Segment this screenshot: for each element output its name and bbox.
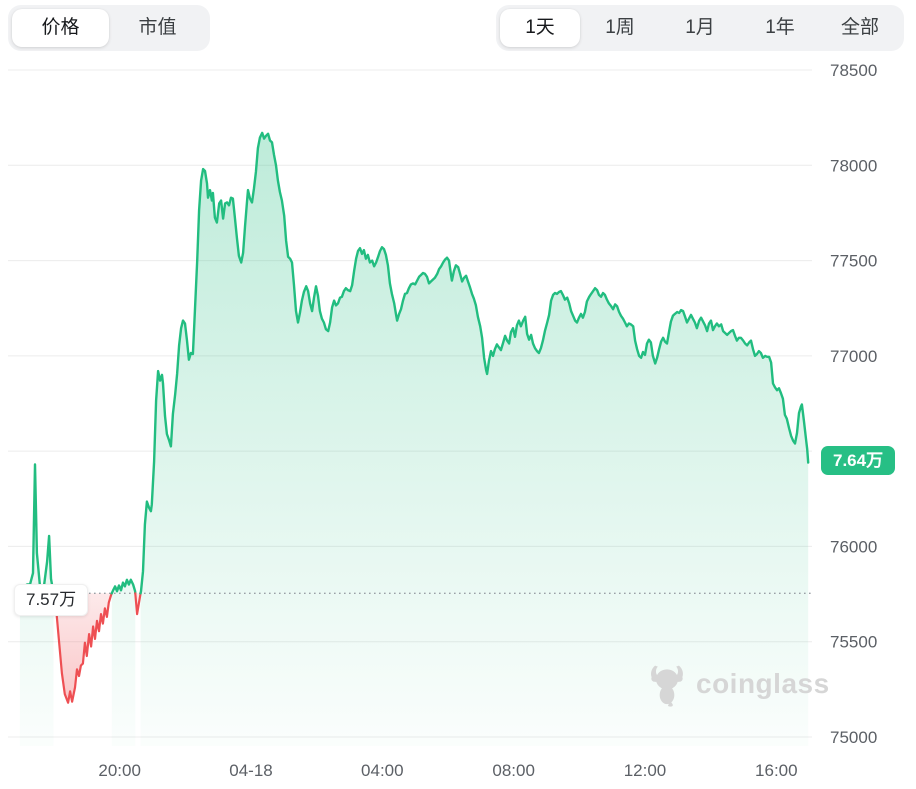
tab-price[interactable]: 价格 [12,9,109,47]
y-axis-tick-label: 77500 [830,252,877,271]
tab-range-1d[interactable]: 1天 [500,9,580,47]
metric-tab-group: 价格 市值 [8,5,210,51]
y-axis-tick-label: 78000 [830,156,877,175]
y-axis-tick-label: 75500 [830,633,877,652]
tab-range-1y[interactable]: 1年 [765,17,795,38]
y-axis-tick-label: 77000 [830,347,877,366]
baseline-price-label: 7.57万 [14,584,89,617]
range-tab-group: 1天 1周 1月 1年 全部 [496,5,904,51]
x-axis-tick-label: 20:00 [98,761,141,780]
y-axis-tick-label: 75000 [830,728,877,747]
x-axis-tick-label: 04:00 [361,761,404,780]
tab-range-all[interactable]: 全部 [840,17,879,38]
x-axis-tick-label: 04-18 [229,761,272,780]
tab-market-cap[interactable]: 市值 [138,17,177,38]
last-price-badge: 7.64万 [821,445,896,475]
x-axis-tick-label: 12:00 [624,761,667,780]
chart-header: 价格 市值 1天 1周 1月 1年 全部 [0,0,916,64]
y-axis-tick-label: 76000 [830,537,877,556]
tab-range-1w[interactable]: 1周 [605,17,635,38]
y-axis-tick-label: 78500 [830,61,877,80]
tab-range-1m[interactable]: 1月 [685,17,715,38]
x-axis-tick-label: 16:00 [755,761,798,780]
x-axis-tick-label: 08:00 [492,761,535,780]
